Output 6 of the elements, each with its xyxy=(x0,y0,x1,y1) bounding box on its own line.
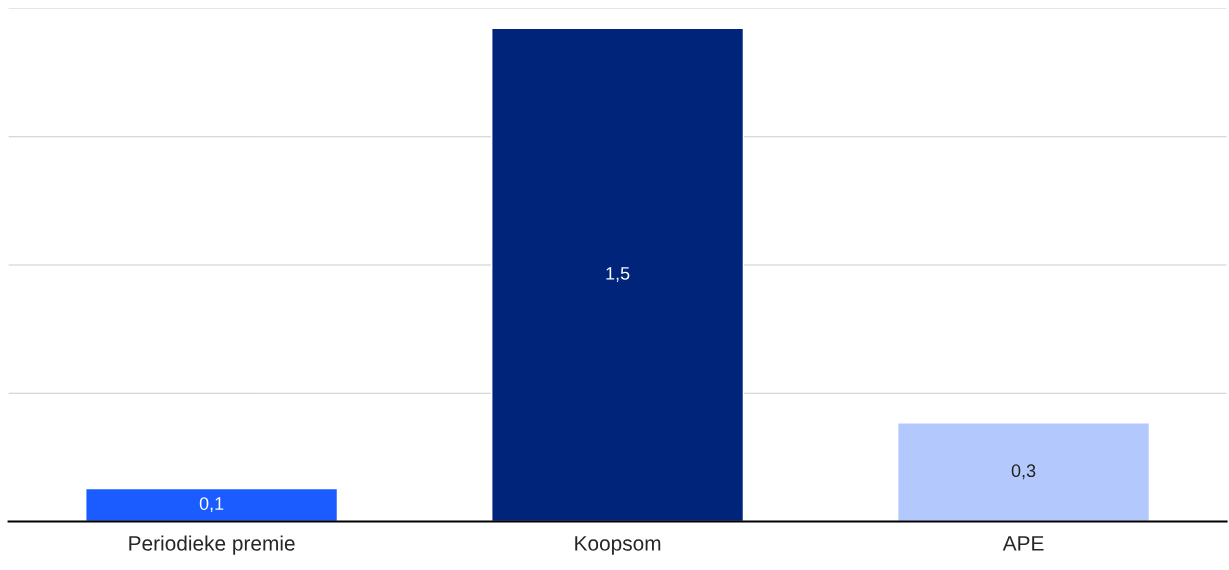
x-tick-label: Periodieke premie xyxy=(129,535,295,555)
x-tick-label: APE xyxy=(1002,536,1044,551)
data-label: 1,5 xyxy=(606,267,630,282)
x-tick-label: Koopsom xyxy=(575,536,661,555)
data-label: 0,1 xyxy=(199,497,224,513)
data-label: 0,3 xyxy=(1011,464,1036,480)
